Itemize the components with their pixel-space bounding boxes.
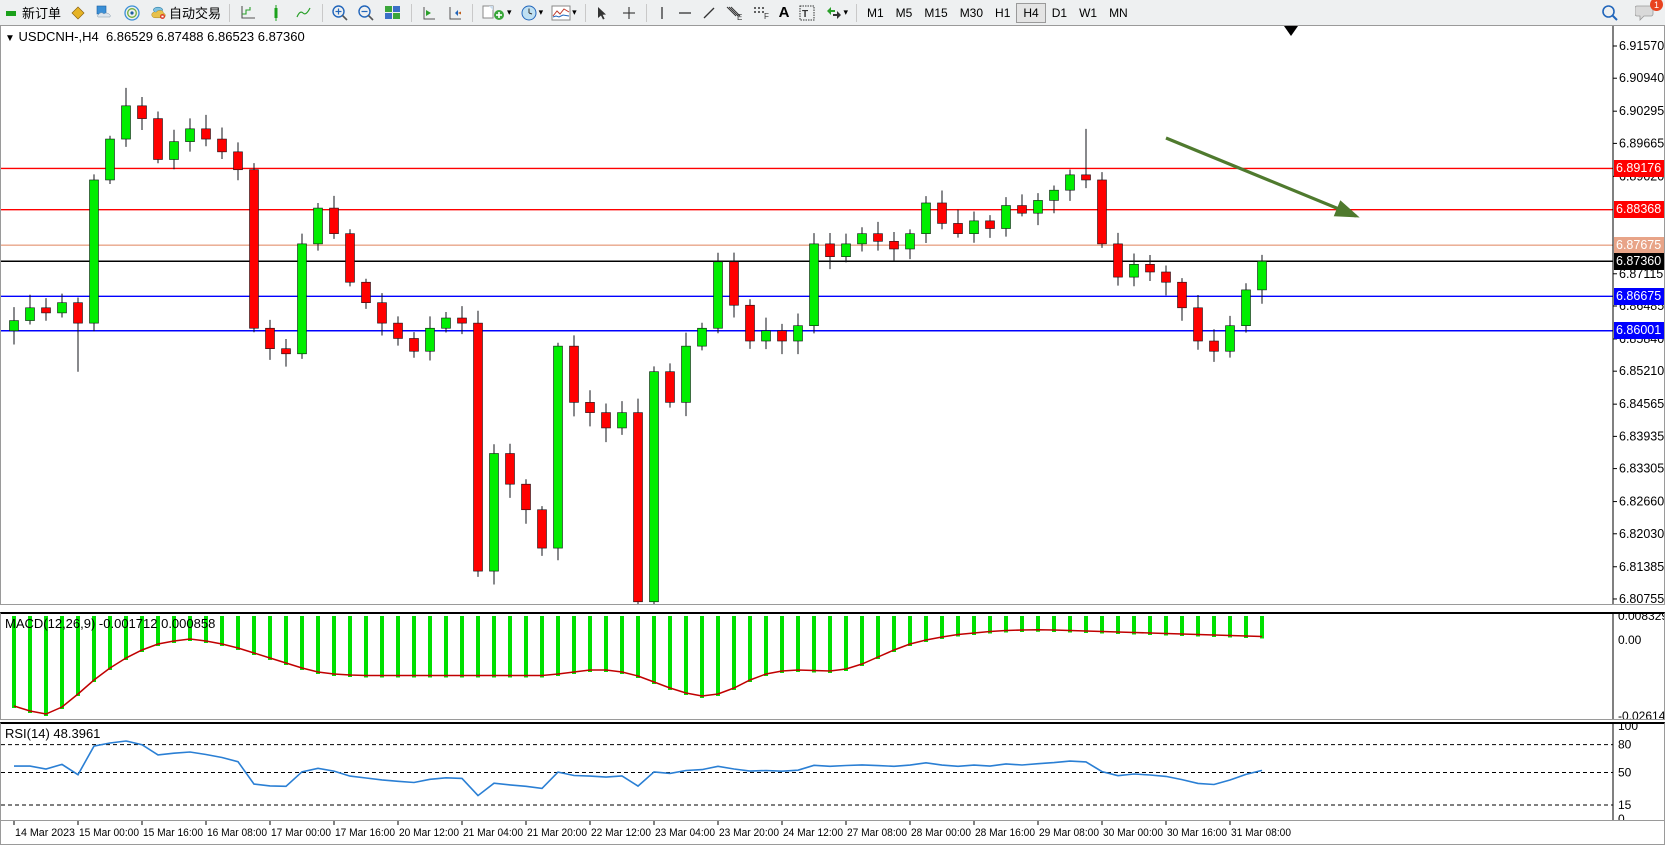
svg-text:50: 50 — [1618, 766, 1632, 780]
svg-text:6.85210: 6.85210 — [1619, 364, 1664, 378]
svg-text:E: E — [737, 13, 742, 21]
svg-text:6.82660: 6.82660 — [1619, 495, 1664, 509]
svg-text:6.90940: 6.90940 — [1619, 71, 1664, 85]
svg-text:6.82030: 6.82030 — [1619, 527, 1664, 541]
svg-text:28 Mar 00:00: 28 Mar 00:00 — [911, 827, 971, 839]
svg-text:23 Mar 20:00: 23 Mar 20:00 — [719, 827, 779, 839]
svg-text:29 Mar 08:00: 29 Mar 08:00 — [1039, 827, 1099, 839]
svg-text:24 Mar 12:00: 24 Mar 12:00 — [783, 827, 843, 839]
svg-text:6.91570: 6.91570 — [1619, 39, 1664, 53]
svg-text:22 Mar 12:00: 22 Mar 12:00 — [591, 827, 651, 839]
svg-text:T: T — [802, 9, 808, 20]
svg-text:F: F — [764, 12, 769, 20]
svg-text:100: 100 — [1618, 724, 1638, 733]
svg-text:6.90295: 6.90295 — [1619, 104, 1664, 118]
svg-text:80: 80 — [1618, 738, 1632, 752]
svg-text:15 Mar 16:00: 15 Mar 16:00 — [143, 827, 203, 839]
svg-text:6.83935: 6.83935 — [1619, 429, 1664, 443]
svg-text:27 Mar 08:00: 27 Mar 08:00 — [847, 827, 907, 839]
svg-text:-0.026146: -0.026146 — [1618, 709, 1665, 720]
svg-text:14 Mar 2023: 14 Mar 2023 — [15, 827, 75, 839]
svg-text:15 Mar 00:00: 15 Mar 00:00 — [79, 827, 139, 839]
svg-text:0.008329: 0.008329 — [1618, 614, 1665, 623]
svg-text:15: 15 — [1618, 798, 1632, 812]
svg-text:0.00: 0.00 — [1618, 633, 1642, 647]
svg-text:21 Mar 04:00: 21 Mar 04:00 — [463, 827, 523, 839]
svg-text:23 Mar 04:00: 23 Mar 04:00 — [655, 827, 715, 839]
svg-text:0: 0 — [1618, 812, 1625, 821]
svg-text:28 Mar 16:00: 28 Mar 16:00 — [975, 827, 1035, 839]
svg-text:17 Mar 16:00: 17 Mar 16:00 — [335, 827, 395, 839]
svg-text:6.89665: 6.89665 — [1619, 136, 1664, 150]
svg-text:6.83305: 6.83305 — [1619, 462, 1664, 476]
svg-text:20 Mar 12:00: 20 Mar 12:00 — [399, 827, 459, 839]
svg-text:16 Mar 08:00: 16 Mar 08:00 — [207, 827, 267, 839]
svg-text:30 Mar 00:00: 30 Mar 00:00 — [1103, 827, 1163, 839]
svg-text:6.81385: 6.81385 — [1619, 560, 1664, 574]
svg-text:31 Mar 08:00: 31 Mar 08:00 — [1231, 827, 1291, 839]
svg-text:30 Mar 16:00: 30 Mar 16:00 — [1167, 827, 1227, 839]
svg-text:6.84565: 6.84565 — [1619, 397, 1664, 411]
svg-text:6.80755: 6.80755 — [1619, 592, 1664, 605]
svg-text:17 Mar 00:00: 17 Mar 00:00 — [271, 827, 331, 839]
svg-text:21 Mar 20:00: 21 Mar 20:00 — [527, 827, 587, 839]
